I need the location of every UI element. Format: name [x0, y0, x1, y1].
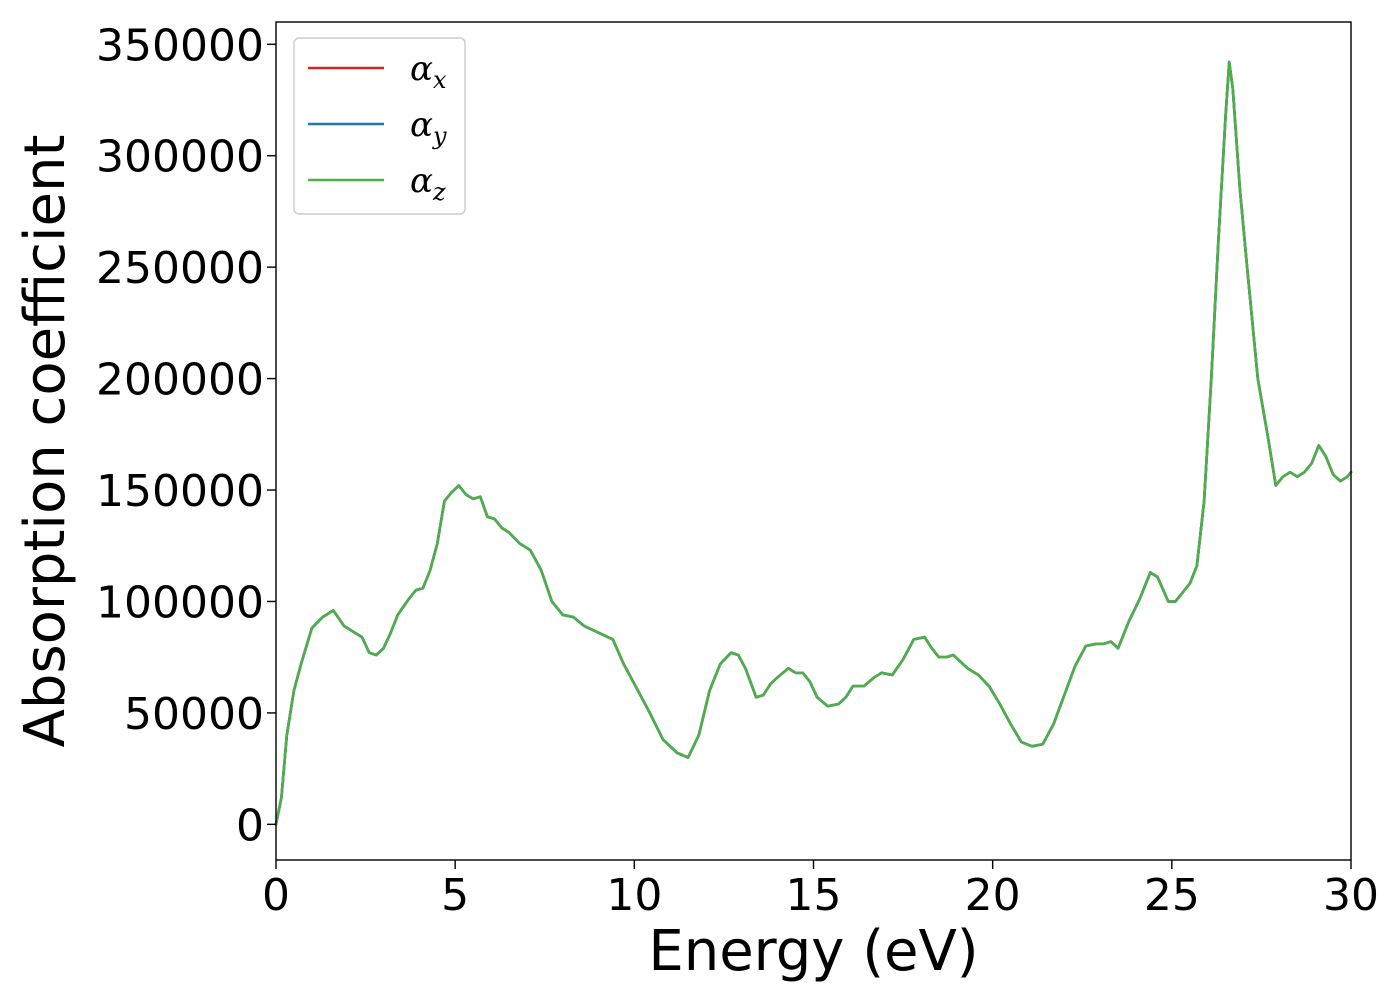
series-layer	[274, 60, 1353, 826]
y-tick-label: 200000	[96, 355, 264, 406]
y-tick-label: 250000	[96, 243, 264, 294]
x-tick-label: 10	[606, 870, 662, 921]
y-axis-label: Absorption coefficient	[13, 135, 78, 748]
y-tick-label: 150000	[96, 466, 264, 517]
x-tick-label: 25	[1144, 870, 1200, 921]
legend-label-y: αy	[410, 105, 447, 150]
y-axis-ticks: 0 50000 100000 150000 200000 250000 300000 3500…	[96, 20, 276, 851]
y-tick-label: 350000	[96, 20, 264, 71]
x-tick-label: 5	[441, 870, 469, 921]
y-tick-label: 300000	[96, 132, 264, 183]
legend-label-x: αx	[410, 49, 447, 94]
x-tick-label: 0	[262, 870, 290, 921]
x-tick-label: 20	[965, 870, 1021, 921]
x-axis-label: Energy (eV)	[648, 919, 978, 984]
y-tick-label: 50000	[124, 689, 264, 740]
legend: αx αy αz	[293, 37, 466, 215]
y-tick-label: 100000	[96, 577, 264, 628]
x-tick-label: 30	[1323, 870, 1379, 921]
legend-box	[293, 37, 466, 215]
series-line-z	[274, 60, 1353, 826]
x-tick-label: 15	[786, 870, 842, 921]
x-axis-ticks: 0 5 10 15 20 25 30	[262, 860, 1379, 921]
y-tick-label: 0	[236, 800, 264, 851]
legend-label-z: αz	[410, 161, 446, 206]
